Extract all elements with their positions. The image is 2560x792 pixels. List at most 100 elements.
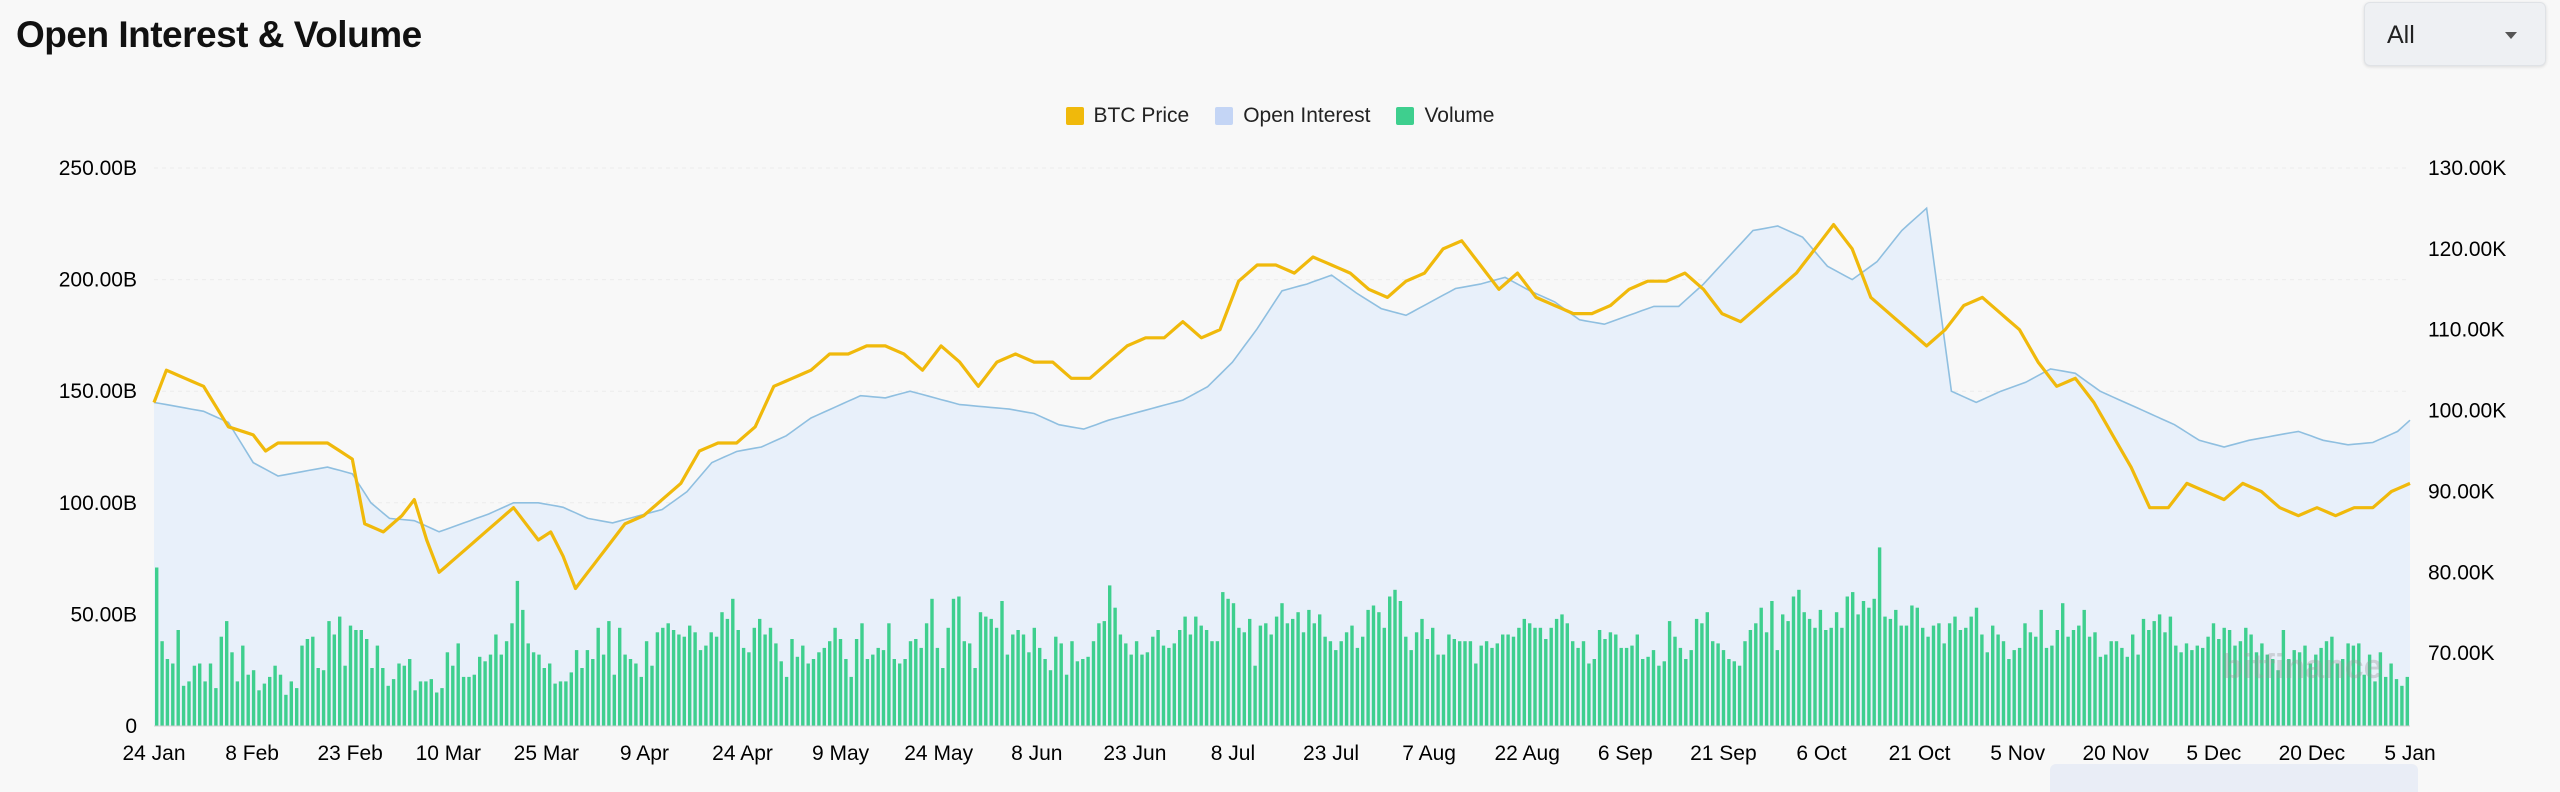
volume-bar (1737, 665, 1742, 726)
volume-bar (1409, 650, 1413, 726)
volume-bar (1856, 614, 1860, 726)
volume-bar (978, 612, 983, 726)
volume-bar (235, 681, 240, 726)
volume-bar (1420, 618, 1424, 726)
volume-bar (553, 683, 557, 726)
volume-bar (354, 630, 358, 726)
volume-bar (214, 688, 218, 726)
volume-bar (1021, 634, 1026, 726)
volume-bar (1097, 623, 1101, 726)
legend-item-open-interest[interactable]: Open Interest (1215, 104, 1370, 128)
x-tick-label: 23 Jul (1303, 742, 1359, 765)
volume-bar (1926, 636, 1930, 726)
volume-bar (1350, 625, 1354, 726)
volume-bar (1054, 636, 1058, 726)
volume-bar (2324, 641, 2329, 726)
volume-bar (1388, 596, 1392, 726)
x-tick-label: 8 Jul (1211, 742, 1255, 765)
volume-bar (1215, 641, 1220, 726)
time-range-value: All (2387, 21, 2415, 49)
legend-item-btc-price[interactable]: BTC Price (1065, 104, 1189, 128)
volume-bar (187, 681, 191, 726)
volume-bar (429, 679, 433, 726)
volume-bar (1167, 647, 1171, 726)
volume-bar (2184, 643, 2189, 726)
volume-bar (1608, 632, 1613, 726)
volume-bar (445, 652, 450, 726)
volume-bar (1802, 612, 1806, 726)
volume-bar (1253, 665, 1257, 726)
volume-bar (1038, 647, 1042, 726)
volume-bar (488, 654, 493, 726)
volume-bar (1296, 612, 1300, 726)
x-tick-label: 24 May (904, 742, 973, 765)
volume-bar (2098, 656, 2103, 726)
volume-bar (1511, 636, 1516, 726)
volume-bar (2405, 676, 2409, 726)
volume-bar (1743, 641, 1747, 726)
volume-bar (774, 643, 778, 726)
time-range-select[interactable]: All (2364, 2, 2546, 66)
volume-bar (881, 650, 886, 726)
volume-bar (1016, 630, 1020, 726)
volume-bar (898, 663, 902, 726)
volume-bar (822, 647, 826, 726)
volume-bar (1894, 609, 1898, 726)
volume-bar (386, 685, 390, 726)
volume-bar (1910, 605, 1914, 726)
volume-bar (208, 663, 213, 726)
volume-bar (784, 676, 789, 726)
volume-bar (725, 618, 730, 726)
x-tick-label: 23 Jun (1103, 742, 1166, 765)
volume-bar (1323, 636, 1327, 726)
volume-bar (1883, 616, 1887, 726)
volume-bar (1221, 592, 1225, 726)
volume-bar (440, 688, 444, 726)
x-tick-label: 21 Oct (1889, 742, 1951, 765)
x-tick-label: 20 Nov (2082, 742, 2149, 765)
volume-bar (2265, 654, 2269, 726)
volume-bar (198, 663, 202, 726)
volume-bar (1355, 647, 1360, 726)
volume-bar (531, 652, 536, 726)
volume-bar (2114, 641, 2119, 726)
volume-bar (2034, 636, 2038, 726)
volume-bar (2071, 630, 2076, 726)
volume-bar (591, 659, 595, 726)
volume-bar (564, 681, 568, 726)
volume-bar (946, 627, 950, 726)
volume-bar (1824, 630, 1828, 726)
volume-bar (1533, 627, 1537, 726)
volume-bar (1441, 654, 1446, 726)
volume-bar (1425, 639, 1430, 726)
range-navigator-stub[interactable] (2050, 764, 2418, 792)
volume-bar (693, 632, 697, 726)
volume-bar (2238, 641, 2243, 726)
volume-bar (1651, 650, 1656, 726)
x-tick-label: 8 Feb (225, 742, 279, 765)
volume-bar (731, 598, 735, 726)
volume-bar (1048, 670, 1053, 726)
volume-bar (628, 659, 633, 726)
volume-bar (1711, 641, 1715, 726)
volume-bar (2276, 670, 2280, 726)
volume-bar (435, 692, 439, 726)
volume-bar (860, 623, 864, 726)
volume-bar (2007, 659, 2011, 726)
y-left-tick-label: 50.00B (70, 603, 137, 626)
volume-bar (2400, 685, 2404, 726)
volume-bar (1005, 654, 1010, 726)
volume-bar (1635, 634, 1639, 726)
volume-bar (2217, 639, 2221, 726)
volume-bar (2319, 647, 2323, 726)
volume-bar (1458, 641, 1462, 726)
legend-item-volume[interactable]: Volume (1396, 104, 1494, 128)
volume-bar (284, 694, 288, 726)
volume-bar (1694, 618, 1699, 726)
volume-bar (1398, 601, 1403, 726)
volume-bar (1781, 614, 1785, 726)
volume-bar (1027, 652, 1031, 726)
volume-bar (655, 632, 660, 726)
volume-bar (2077, 625, 2081, 726)
x-tick-label: 23 Feb (317, 742, 382, 765)
